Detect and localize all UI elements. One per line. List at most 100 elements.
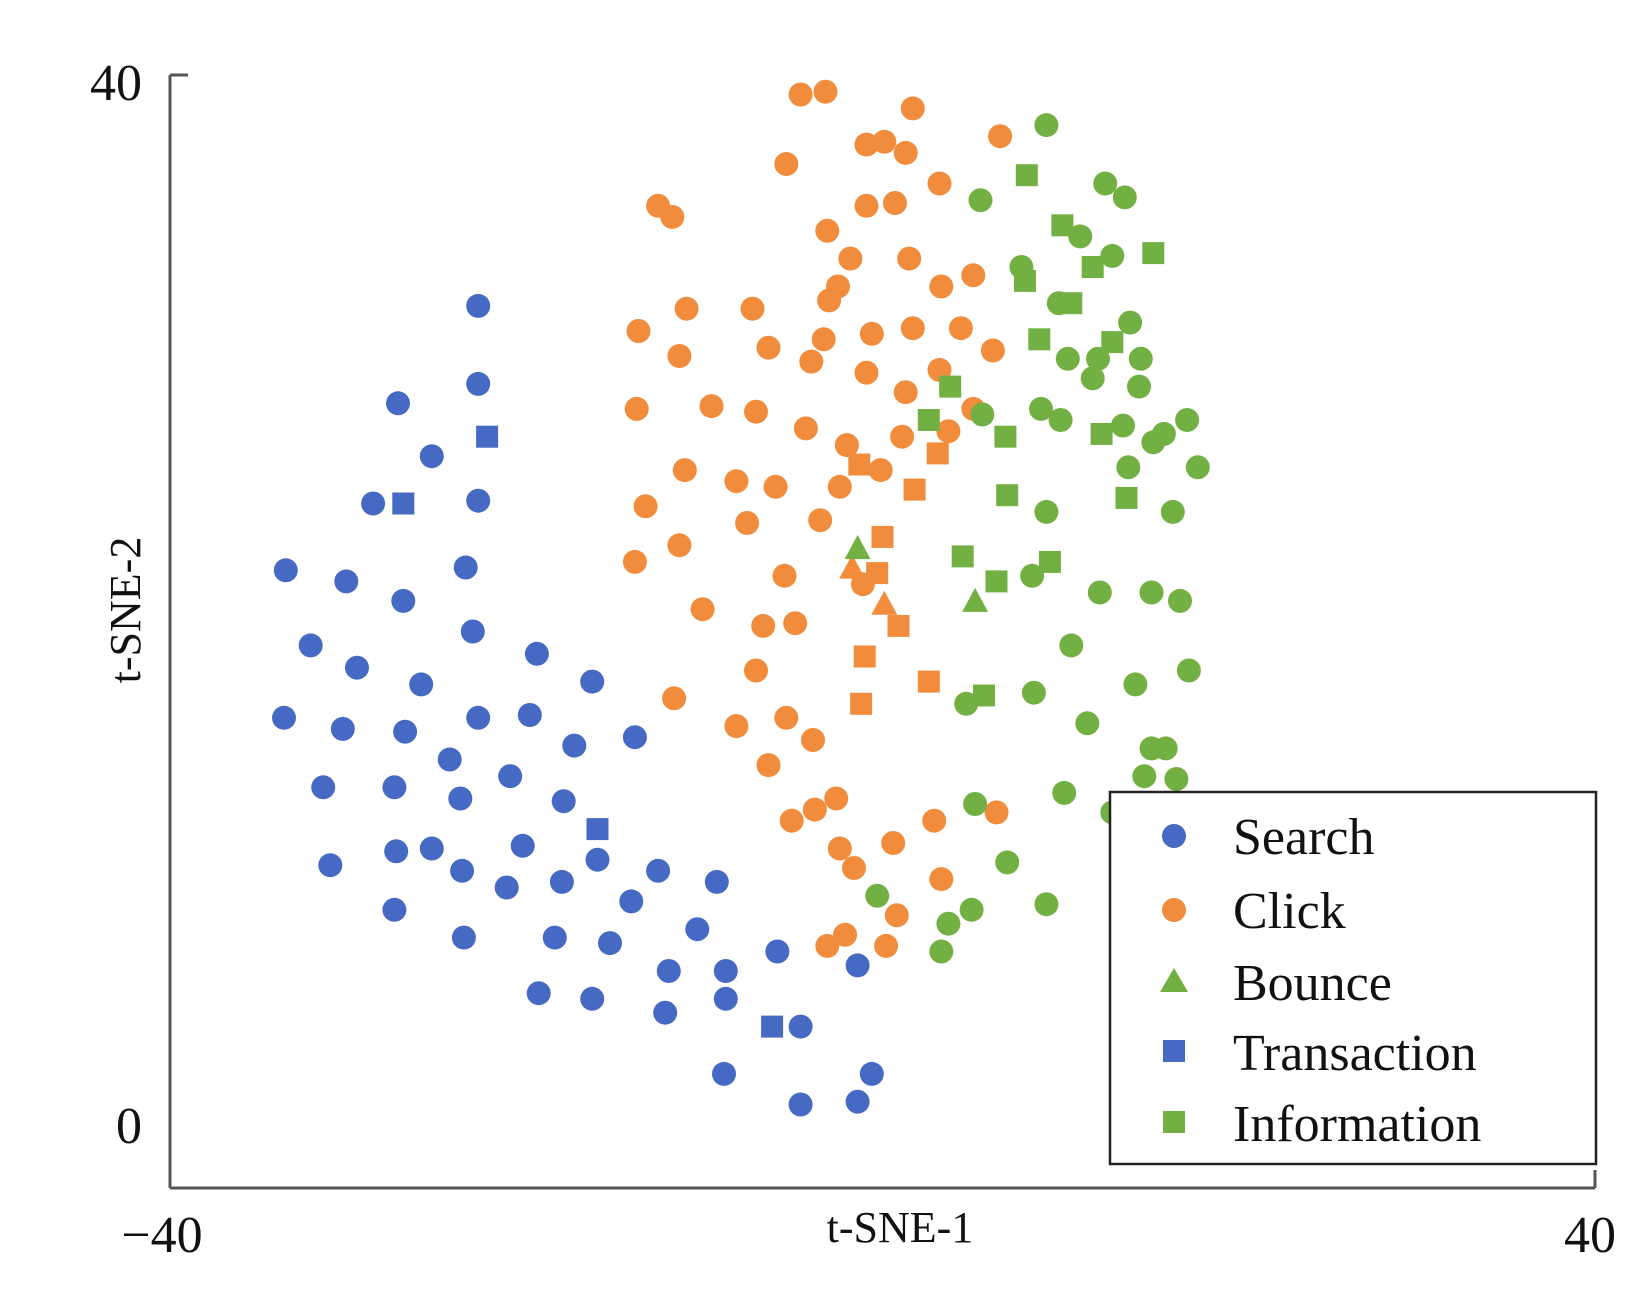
point-information-7-44 [1153, 736, 1178, 761]
point-information-7-26 [1087, 580, 1112, 605]
point-click-1-3 [872, 129, 897, 154]
point-click-1-41 [936, 419, 961, 444]
point-search-0-49 [526, 981, 551, 1006]
point-click-1-1 [813, 79, 838, 104]
point-information-7-5 [1100, 243, 1125, 268]
point-search-0-46 [656, 959, 681, 983]
legend-label-transaction: Transaction [1233, 1025, 1477, 1082]
point-information-6-17 [973, 684, 995, 707]
point-transaction-5-8 [850, 692, 873, 715]
point-information-7-2 [1112, 185, 1137, 210]
point-search-0-54 [712, 1061, 736, 1086]
point-click-1-16 [961, 263, 986, 288]
point-click-1-23 [900, 316, 925, 341]
legend-marker-click [1162, 898, 1186, 922]
point-information-7-15 [1029, 396, 1053, 421]
point-search-0-55 [788, 1092, 813, 1117]
point-search-0-35 [704, 869, 729, 894]
point-transaction-5-7 [917, 670, 940, 693]
point-search-0-44 [598, 931, 622, 956]
point-click-1-44 [724, 469, 749, 494]
point-transaction-5-2 [903, 478, 926, 501]
point-click-1-38 [793, 416, 818, 441]
legend-item-bounce: Bounce [1160, 955, 1392, 1012]
point-search-0-31 [384, 839, 409, 864]
point-click-1-11 [883, 191, 907, 215]
point-information-7-10 [1080, 366, 1105, 391]
point-click-1-46 [827, 474, 852, 499]
point-search-0-57 [845, 1089, 870, 1114]
point-information-6-0 [1015, 164, 1038, 187]
point-information-6-4 [1142, 242, 1165, 265]
y-tick-label-top: 40 [90, 55, 142, 112]
legend-item-information: Information [1163, 1096, 1481, 1153]
point-click-1-9 [815, 218, 840, 243]
point-search-0-5 [466, 488, 491, 513]
point-click-1-61 [801, 728, 825, 752]
point-click-1-74 [815, 933, 840, 958]
point-transaction-4-0 [476, 425, 499, 448]
point-click-1-28 [756, 335, 781, 360]
point-information-6-8 [939, 375, 962, 398]
point-search-0-52 [713, 986, 738, 1011]
point-information-7-41 [1164, 767, 1189, 791]
point-search-0-8 [334, 569, 359, 594]
point-search-0-29 [419, 836, 444, 861]
point-search-0-25 [311, 775, 336, 800]
point-information-7-20 [1141, 430, 1166, 455]
legend-item-search: Search [1162, 809, 1374, 866]
point-click-1-5 [893, 140, 918, 165]
point-search-0-26 [382, 775, 407, 800]
legend-marker-search [1162, 824, 1186, 848]
point-information-6-2 [1081, 256, 1104, 278]
point-transaction-5-6 [853, 645, 876, 668]
point-information-7-45 [936, 911, 961, 936]
point-click-1-67 [922, 808, 947, 833]
point-click-1-30 [799, 349, 824, 374]
point-search-0-20 [517, 703, 542, 727]
point-search-0-13 [345, 655, 369, 680]
legend-marker-transaction [1163, 1040, 1185, 1062]
x-tick-label-right: 40 [1564, 1207, 1616, 1264]
point-bounce-3-0 [844, 535, 871, 560]
point-transaction-4-2 [586, 818, 609, 841]
point-search-0-47 [713, 959, 738, 983]
point-information-7-30 [1123, 672, 1148, 697]
point-click-1-6 [988, 124, 1013, 149]
point-search-0-45 [765, 939, 790, 964]
point-click-1-56 [783, 611, 808, 636]
point-click-1-20 [740, 296, 765, 321]
point-click-1-66 [827, 836, 852, 861]
point-click-1-40 [890, 424, 915, 449]
point-information-6-15 [1038, 550, 1061, 573]
point-click-1-49 [735, 511, 760, 535]
point-click-1-19 [674, 296, 699, 321]
point-information-6-13 [1115, 486, 1138, 509]
point-search-0-21 [622, 725, 647, 750]
legend: Search Click Bounce Transaction Informat… [1108, 790, 1598, 1166]
point-search-0-10 [298, 633, 323, 658]
point-information-6-7 [1101, 331, 1124, 354]
point-information-7-0 [1034, 113, 1059, 138]
point-bounce-2-1 [871, 590, 898, 615]
point-click-1-69 [881, 831, 906, 855]
point-information-7-22 [1116, 455, 1141, 480]
point-information-7-11 [1128, 346, 1153, 371]
point-click-1-47 [633, 494, 658, 519]
point-click-1-37 [744, 399, 768, 424]
point-click-1-63 [824, 786, 849, 811]
point-information-7-12 [1111, 413, 1135, 438]
point-search-0-3 [419, 444, 444, 469]
point-information-6-12 [996, 484, 1019, 507]
point-click-1-35 [624, 396, 649, 421]
point-search-0-38 [494, 875, 519, 900]
point-search-0-7 [453, 555, 478, 580]
point-information-7-34 [1075, 711, 1100, 736]
point-click-1-58 [662, 686, 687, 711]
point-search-0-9 [391, 588, 416, 613]
point-search-0-1 [386, 391, 410, 416]
point-information-7-32 [954, 691, 979, 716]
point-click-1-70 [842, 856, 866, 880]
point-click-1-43 [672, 458, 697, 483]
point-information-6-16 [985, 570, 1008, 593]
